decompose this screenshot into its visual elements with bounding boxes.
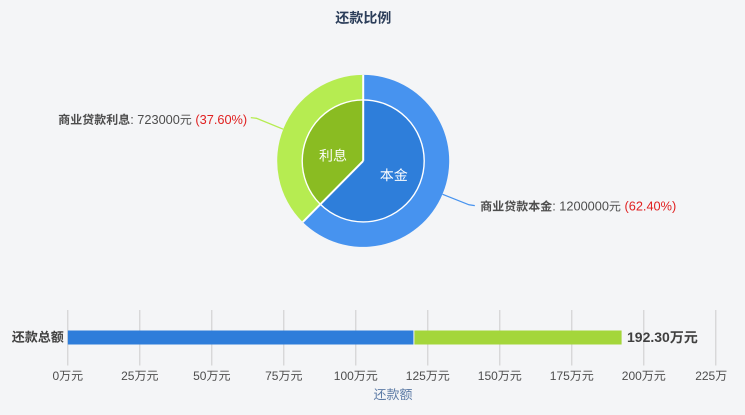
svg-text:(37.60%): (37.60%) (195, 112, 247, 127)
svg-text:175: 175 (550, 369, 570, 383)
svg-text:75: 75 (265, 369, 279, 383)
svg-text:225: 225 (695, 369, 715, 383)
svg-text:25: 25 (121, 369, 135, 383)
svg-text::: : (130, 112, 134, 127)
svg-text:1200000: 1200000 (559, 199, 609, 214)
svg-text:192.30: 192.30 (627, 329, 670, 345)
svg-text:150: 150 (478, 369, 498, 383)
svg-text::: : (552, 199, 556, 214)
svg-text:0: 0 (53, 369, 60, 383)
svg-text:(62.40%): (62.40%) (625, 199, 677, 214)
svg-text:50: 50 (193, 369, 207, 383)
svg-text:125: 125 (406, 369, 426, 383)
svg-text:723000: 723000 (137, 112, 180, 127)
svg-text:200: 200 (622, 369, 642, 383)
svg-text:100: 100 (334, 369, 354, 383)
